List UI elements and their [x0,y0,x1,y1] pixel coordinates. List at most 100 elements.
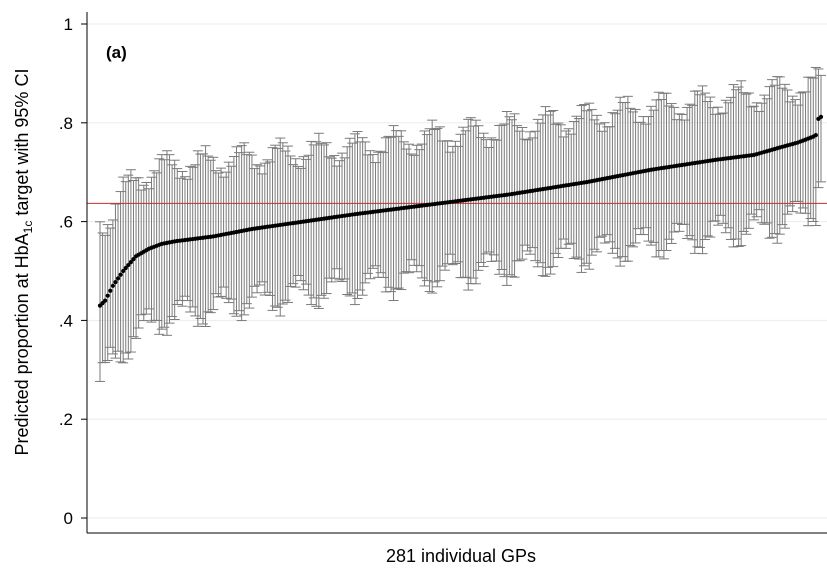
ci-bar [218,176,229,288]
point-estimate [121,268,126,274]
ci-bar [638,116,649,236]
ci-bar [736,80,747,247]
ci-bar [746,106,757,215]
ci-bar [651,99,662,258]
ci-bar [319,144,330,299]
point-estimate [131,257,136,262]
point-estimate [108,288,113,293]
ci-bar [532,118,543,268]
ci-bar [478,132,489,268]
ci-bar [769,84,780,235]
ci-bar [684,103,695,237]
ci-bar [468,125,479,279]
y-tick-label: .8 [59,114,73,133]
ci-bar [522,139,533,252]
ci-bar [615,96,626,267]
point-estimate [818,114,824,119]
ci-bar [816,74,826,183]
panel-label: (a) [106,43,127,62]
ci-bar [607,112,618,254]
ci-bar [628,111,639,248]
ci-bar [463,118,474,291]
ci-bar [272,147,283,308]
ci-bar [537,114,548,277]
ci-bar [172,168,183,305]
ci-bar [774,76,785,235]
ci-bar [640,123,651,229]
ci-bar [795,92,806,214]
ci-bar [264,161,275,296]
ci-bar [326,157,337,283]
ci-bar [470,119,481,285]
ci-bar [749,105,760,221]
ci-bar [669,106,680,233]
ci-bar [591,114,602,253]
ci-bar [782,89,793,215]
ci-bar [535,122,546,264]
ci-bar [810,66,821,227]
ci-bar [805,76,816,220]
ci-bar [561,130,572,249]
ci-bar [357,137,368,296]
ci-bar [687,104,698,241]
ci-bar [411,144,422,273]
ci-bar [643,115,654,242]
ci-bar [635,121,646,235]
ci-bar [728,84,739,248]
ci-bar [767,79,778,238]
ci-bar [447,145,458,266]
ci-bar [664,105,675,240]
ci-bar [630,108,641,244]
ci-bar [731,89,742,240]
ci-bar [584,102,595,270]
ci-bar [808,77,819,222]
ci-bar [530,130,541,262]
ci-bar [452,145,463,263]
ci-bar [267,147,278,311]
ci-bar [656,98,667,251]
ci-bar [648,109,659,243]
ci-bar [105,227,116,348]
ci-bar [393,135,404,289]
ci-bar [604,126,615,243]
ci-bar [419,130,430,287]
ci-bar [97,232,108,364]
ci-bar [633,121,644,230]
ci-bar [702,101,713,237]
ci-bar [671,119,682,224]
ci-bar [741,93,752,235]
ci-bar [602,126,613,236]
ci-bar [612,109,623,259]
point-estimate [123,265,128,271]
ci-bar [514,130,525,262]
ci-bar [339,157,350,280]
ci-bar [674,113,685,232]
point-estimate [110,283,115,288]
ci-bar [347,142,358,294]
ci-bar [813,68,824,189]
point-estimate [115,276,121,281]
ci-bar [228,156,239,315]
ci-bar [401,148,412,273]
ci-bar [792,104,803,202]
ci-bar [599,122,610,244]
ci-bar [95,221,105,382]
ci-bar [576,105,587,273]
ci-bar [579,103,590,267]
ci-bar [790,99,801,203]
point-estimate [126,262,131,268]
ci-bar [210,170,221,295]
ci-bar [285,155,296,287]
ci-bar [692,90,703,248]
ci-bar [203,155,214,313]
ci-bar [568,121,579,259]
y-axis-title: Predicted proportion at HbA1c target wit… [12,69,35,456]
ci-bar [486,137,497,262]
ci-bar [216,167,227,297]
ci-bar [349,133,360,306]
ci-bar [355,141,366,291]
ci-bar [718,112,729,224]
y-tick-label: .6 [59,213,73,232]
ci-bar [772,76,783,244]
ci-bar [777,87,788,226]
